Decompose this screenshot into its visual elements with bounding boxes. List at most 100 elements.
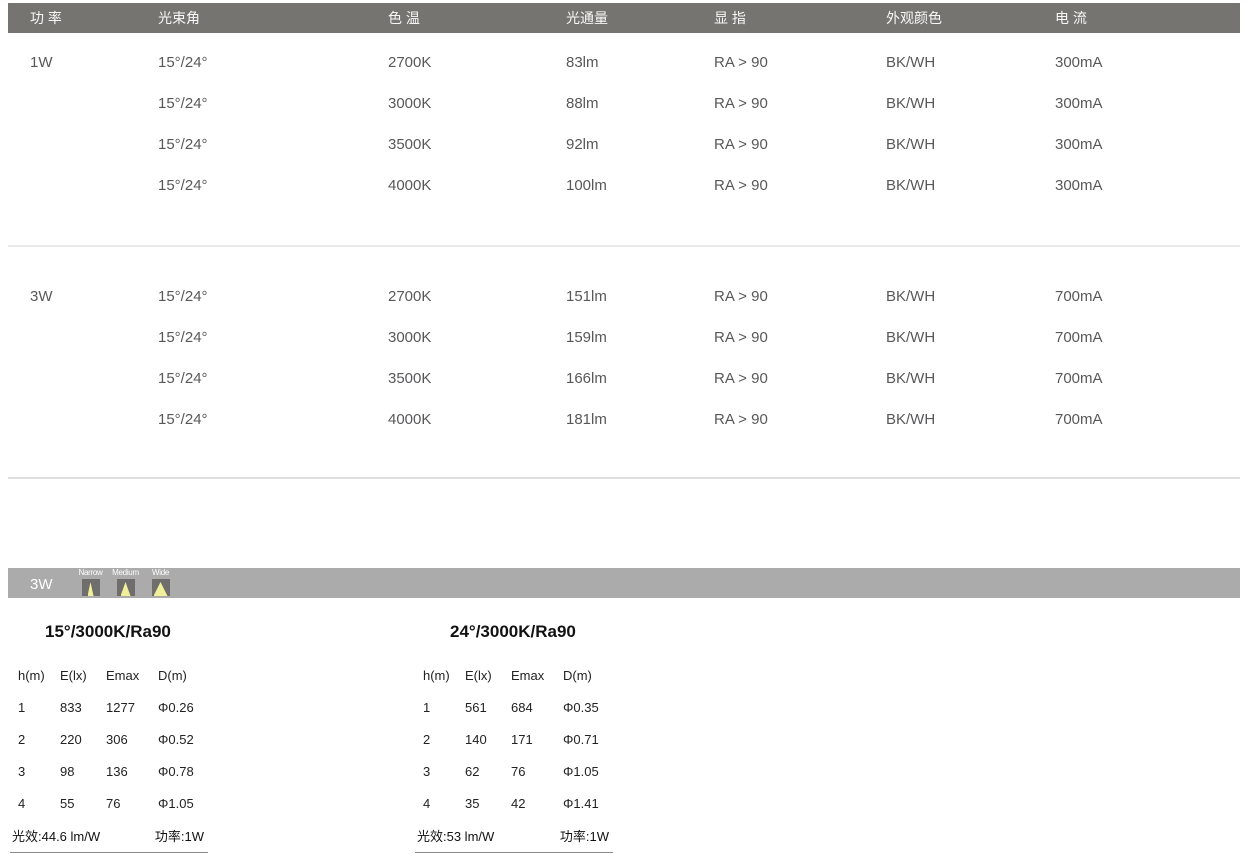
- cell: 1: [423, 700, 431, 715]
- cell-cri: RA > 90: [714, 288, 768, 305]
- cell: Φ1.05: [158, 796, 194, 811]
- cell: 306: [106, 732, 128, 747]
- table-row: 3W 15°/24° 2700K 151lm RA > 90 BK/WH 700…: [8, 276, 1240, 317]
- wide-beam-icon: [151, 579, 170, 596]
- cell-finish: BK/WH: [886, 370, 936, 387]
- cell: 98: [60, 764, 75, 779]
- table-row: 15°/24° 3500K 166lm RA > 90 BK/WH 700mA: [8, 358, 1240, 399]
- cell: 4: [18, 796, 26, 811]
- cell: 2: [423, 732, 431, 747]
- cell: 833: [60, 700, 82, 715]
- narrow-beam-icon: [81, 579, 100, 596]
- spec-table-header: 功 率 光束角 色 温 光通量 显 指 外观颜色 电 流: [8, 3, 1240, 33]
- spec-group-1w: 1W 15°/24° 2700K 83lm RA > 90 BK/WH 300m…: [8, 42, 1240, 206]
- photometric-grid: h(m) E(lx) Emax D(m) 1 833 1277 Φ0.26 2 …: [10, 660, 230, 820]
- col-header: E(lx): [465, 668, 492, 683]
- cell-flux: 166lm: [566, 370, 607, 387]
- cell: 684: [511, 700, 533, 715]
- cell: Φ1.41: [563, 796, 599, 811]
- cell-cri: RA > 90: [714, 54, 768, 71]
- medium-beam-icon: [116, 579, 135, 596]
- cell: Φ1.05: [563, 764, 599, 779]
- cell-beam: 15°/24°: [158, 288, 208, 305]
- cell-finish: BK/WH: [886, 54, 936, 71]
- cell: 76: [106, 796, 121, 811]
- cell-beam: 15°/24°: [158, 136, 208, 153]
- photometric-footer: 光效:44.6 lm/W 功率:1W: [10, 822, 208, 853]
- cell-finish: BK/WH: [886, 288, 936, 305]
- table-row: 15°/24° 3500K 92lm RA > 90 BK/WH 300mA: [8, 124, 1240, 165]
- cell-cri: RA > 90: [714, 329, 768, 346]
- cell: 1: [18, 700, 26, 715]
- table-row: 15°/24° 3000K 159lm RA > 90 BK/WH 700mA: [8, 317, 1240, 358]
- cell-beam: 15°/24°: [158, 54, 208, 71]
- cell-current: 700mA: [1055, 411, 1103, 428]
- cell-cct: 2700K: [388, 54, 432, 71]
- cell: 62: [465, 764, 480, 779]
- cell-finish: BK/WH: [886, 136, 936, 153]
- cell: 220: [60, 732, 82, 747]
- band-power-label: 3W: [30, 576, 53, 593]
- photometric-title: 15°/3000K/Ra90: [45, 622, 171, 641]
- cell: 136: [106, 764, 128, 779]
- photometric-table-15deg: 15°/3000K/Ra90 h(m) E(lx) Emax D(m) 1 83…: [10, 600, 230, 853]
- cell-beam: 15°/24°: [158, 411, 208, 428]
- spec-group-3w: 3W 15°/24° 2700K 151lm RA > 90 BK/WH 700…: [8, 276, 1240, 440]
- cell-current: 300mA: [1055, 136, 1103, 153]
- cell-flux: 88lm: [566, 95, 599, 112]
- cell: 55: [60, 796, 75, 811]
- cell-finish: BK/WH: [886, 329, 936, 346]
- cell-current: 700mA: [1055, 288, 1103, 305]
- power-value: 功率:1W: [154, 829, 204, 844]
- wide-beam-label: Wide: [151, 568, 170, 577]
- cell-current: 700mA: [1055, 329, 1103, 346]
- cell-flux: 159lm: [566, 329, 607, 346]
- cell-power: 3W: [30, 288, 53, 305]
- cell-current: 300mA: [1055, 95, 1103, 112]
- cell: Φ0.26: [158, 700, 194, 715]
- cell: 42: [511, 796, 526, 811]
- cell: Φ0.35: [563, 700, 599, 715]
- cell-cct: 3500K: [388, 136, 432, 153]
- cell-cct: 3000K: [388, 329, 432, 346]
- cell: 4: [423, 796, 431, 811]
- cell-flux: 151lm: [566, 288, 607, 305]
- cell-cct: 2700K: [388, 288, 432, 305]
- cell-cct: 4000K: [388, 411, 432, 428]
- cell: 76: [511, 764, 526, 779]
- header-cri: 显 指: [714, 10, 746, 26]
- section-divider: [8, 477, 1240, 479]
- cell: Φ0.78: [158, 764, 194, 779]
- photometric-band: 3W Narrow Medium Wide: [8, 568, 1240, 598]
- cell: 140: [465, 732, 487, 747]
- cell-current: 300mA: [1055, 177, 1103, 194]
- col-header: D(m): [563, 668, 592, 683]
- beam-angle-icons: Narrow Medium Wide: [78, 568, 172, 598]
- narrow-beam-label: Narrow: [78, 568, 103, 577]
- cell-beam: 15°/24°: [158, 329, 208, 346]
- cell-cct: 4000K: [388, 177, 432, 194]
- cell-current: 700mA: [1055, 370, 1103, 387]
- col-header: E(lx): [60, 668, 87, 683]
- table-row: 15°/24° 4000K 181lm RA > 90 BK/WH 700mA: [8, 399, 1240, 440]
- cell-beam: 15°/24°: [158, 95, 208, 112]
- col-header: Emax: [511, 668, 545, 683]
- header-flux: 光通量: [566, 10, 608, 26]
- cell-current: 300mA: [1055, 54, 1103, 71]
- cell: 2: [18, 732, 26, 747]
- cell: Φ0.71: [563, 732, 599, 747]
- cell-finish: BK/WH: [886, 411, 936, 428]
- cell-cri: RA > 90: [714, 411, 768, 428]
- cell: Φ0.52: [158, 732, 194, 747]
- cell-cct: 3000K: [388, 95, 432, 112]
- photometric-footer: 光效:53 lm/W 功率:1W: [415, 822, 613, 853]
- cell: 3: [423, 764, 431, 779]
- cell: 35: [465, 796, 480, 811]
- cell: 1277: [106, 700, 135, 715]
- cell: 3: [18, 764, 26, 779]
- table-row: 15°/24° 4000K 100lm RA > 90 BK/WH 300mA: [8, 165, 1240, 206]
- section-divider: [8, 245, 1240, 247]
- cell-cri: RA > 90: [714, 370, 768, 387]
- cell-flux: 83lm: [566, 54, 599, 71]
- cell-flux: 100lm: [566, 177, 607, 194]
